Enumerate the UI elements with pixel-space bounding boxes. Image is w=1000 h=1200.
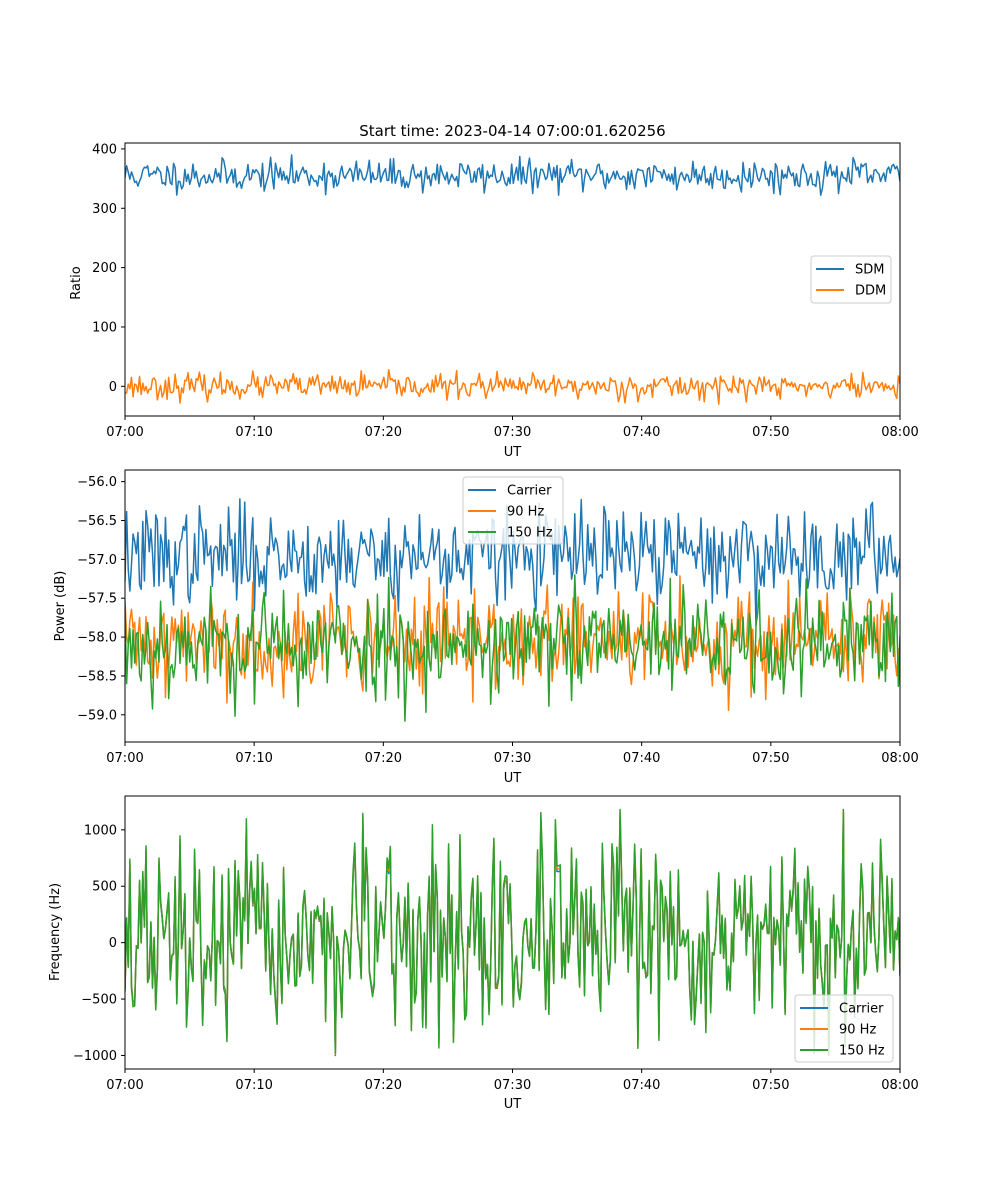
- series-line-carrier: [125, 498, 900, 627]
- x-tick-label: 07:40: [623, 425, 660, 440]
- y-tick-label: 100: [92, 320, 117, 335]
- x-tick-label: 08:00: [881, 751, 918, 766]
- y-tick-label: −58.5: [77, 669, 117, 684]
- x-tick-label: 07:50: [752, 1078, 789, 1093]
- x-tick-label: 07:00: [106, 425, 143, 440]
- x-tick-label: 07:30: [494, 425, 531, 440]
- x-tick-label: 07:50: [752, 425, 789, 440]
- legend-label: Carrier: [839, 1002, 884, 1017]
- x-tick-label: 08:00: [881, 1078, 918, 1093]
- legend-box: [810, 255, 892, 304]
- legend: SDM DDM: [810, 255, 892, 304]
- y-tick-label: −57.5: [77, 592, 117, 607]
- legend-box: [794, 994, 894, 1063]
- y-tick-label: −56.5: [77, 514, 117, 529]
- series-group: [125, 808, 900, 1057]
- ratio-plot-area: 07:00 07:10 07:20 07:30 07:40 07:50 08:00 400 30…: [92, 142, 919, 440]
- x-tick-label: 07:40: [623, 751, 660, 766]
- series-group: [125, 154, 900, 405]
- ratio-x-axis-label: UT: [504, 445, 522, 460]
- legend-label: SDM: [855, 263, 884, 278]
- y-tick-label: −58.0: [77, 631, 117, 646]
- power-plot-area: 07:00 07:10 07:20 07:30 07:40 07:50 08:00 −56.0…: [77, 469, 919, 766]
- legend-label: Carrier: [507, 484, 552, 499]
- series-line-sdm: [125, 154, 900, 196]
- power-x-axis-label: UT: [504, 771, 522, 786]
- y-tick-label: 200: [92, 261, 117, 276]
- frequency-plot-area: 07:00 07:10 07:20 07:30 07:40 07:50 08:00 1000 5…: [73, 795, 919, 1093]
- frequency-x-axis-label: UT: [504, 1097, 522, 1112]
- y-tick-label: 1000: [84, 823, 117, 838]
- x-tick-label: 08:00: [881, 425, 918, 440]
- series-line-ddm: [125, 368, 900, 405]
- y-tick-label: −59.0: [77, 708, 117, 723]
- legend-box: [462, 476, 564, 545]
- x-tick-label: 07:30: [494, 1078, 531, 1093]
- legend-label: 90 Hz: [839, 1023, 876, 1038]
- y-tick-label: 400: [92, 142, 117, 157]
- x-tick-label: 07:10: [235, 425, 272, 440]
- series-line-150-hz: [125, 574, 900, 722]
- legend-label: 150 Hz: [839, 1044, 885, 1059]
- ratio-y-axis-label: Ratio: [69, 266, 84, 299]
- y-tick-label: −56.0: [77, 475, 117, 490]
- x-tick-label: 07:20: [365, 1078, 402, 1093]
- x-tick-label: 07:20: [365, 751, 402, 766]
- power-panel: 07:00 07:10 07:20 07:30 07:40 07:50 08:00 −56.0…: [53, 469, 919, 786]
- x-tick-label: 07:20: [365, 425, 402, 440]
- legend-label: DDM: [855, 284, 886, 299]
- y-tick-label: −500: [81, 993, 117, 1008]
- x-tick-label: 07:00: [106, 751, 143, 766]
- x-tick-label: 07:40: [623, 1078, 660, 1093]
- series-group: [125, 498, 900, 722]
- power-y-axis-label: Power (dB): [53, 571, 68, 642]
- plot-frame: [124, 142, 901, 417]
- y-tick-label: 0: [109, 380, 117, 395]
- y-tick-label: −1000: [73, 1049, 117, 1064]
- legend: Carrier 90 Hz 150 Hz: [794, 994, 894, 1063]
- ratio-panel: Start time: 2023-04-14 07:00:01.620256 0…: [69, 122, 919, 460]
- y-tick-label: 500: [92, 880, 117, 895]
- x-tick-label: 07:00: [106, 1078, 143, 1093]
- legend-label: 150 Hz: [507, 526, 553, 541]
- y-tick-label: −57.0: [77, 553, 117, 568]
- frequency-panel: 07:00 07:10 07:20 07:30 07:40 07:50 08:00 1000 5…: [48, 795, 919, 1112]
- legend-label: 90 Hz: [507, 505, 544, 520]
- frequency-y-axis-label: Frequency (Hz): [48, 883, 63, 981]
- x-tick-label: 07:50: [752, 751, 789, 766]
- x-tick-label: 07:10: [235, 751, 272, 766]
- y-tick-label: 0: [109, 936, 117, 951]
- series-line-150-hz: [125, 808, 900, 1054]
- x-tick-label: 07:10: [235, 1078, 272, 1093]
- legend: Carrier 90 Hz 150 Hz: [462, 476, 564, 545]
- chart-title: Start time: 2023-04-14 07:00:01.620256: [359, 122, 665, 140]
- x-tick-label: 07:30: [494, 751, 531, 766]
- y-tick-label: 300: [92, 202, 117, 217]
